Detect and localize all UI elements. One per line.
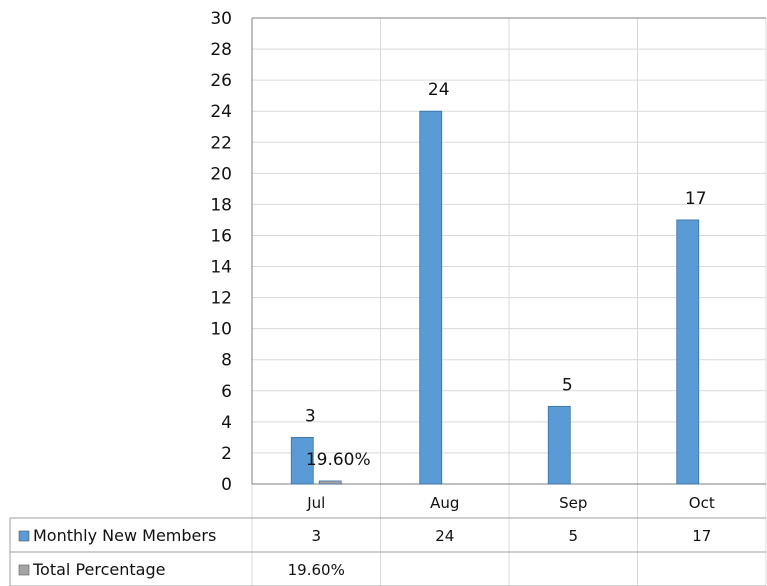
- y-tick-label: 0: [221, 475, 232, 495]
- legend-series-name: Monthly New Members: [33, 526, 216, 545]
- y-tick-label: 20: [210, 164, 232, 184]
- data-label: 24: [428, 80, 450, 100]
- x-tick-label: Jul: [306, 494, 325, 512]
- y-tick-label: 6: [221, 382, 232, 402]
- y-tick-label: 24: [210, 102, 232, 122]
- y-tick-label: 22: [210, 133, 232, 153]
- bars: [290, 110, 700, 485]
- y-tick-label: 16: [210, 226, 232, 246]
- y-tick-label: 30: [210, 9, 232, 29]
- y-tick-label: 2: [221, 444, 232, 464]
- table-cell: 19.60%: [288, 561, 345, 579]
- bar-oct-series-0: [676, 219, 700, 485]
- data-table: Jul Aug Sep Oct Monthly New Members 3 24 5 17 Tot…: [9, 494, 766, 586]
- x-tick-label: Oct: [689, 494, 715, 512]
- table-cell: 24: [435, 527, 454, 545]
- y-tick-label: 28: [210, 40, 232, 60]
- y-tick-label: 12: [210, 289, 232, 309]
- y-tick-label: 26: [210, 71, 232, 91]
- bar-jul-series-0: [290, 436, 314, 485]
- y-tick-label: 10: [210, 320, 232, 340]
- x-tick-label: Sep: [559, 494, 587, 512]
- bar-sep-series-0: [547, 405, 571, 485]
- bar-aug-series-0: [419, 110, 443, 485]
- y-tick-label: 8: [221, 351, 232, 371]
- table-cell: 5: [568, 527, 578, 545]
- bar-jul-series-1: [318, 480, 342, 485]
- legend-swatch: [18, 564, 30, 576]
- data-label: 3: [305, 406, 316, 426]
- legend-swatch: [18, 530, 30, 542]
- y-tick-label: 4: [221, 413, 232, 433]
- table-cell: 17: [692, 527, 711, 545]
- gridlines: [251, 17, 767, 586]
- y-tick-label: 18: [210, 195, 232, 215]
- data-label: 17: [685, 189, 707, 209]
- y-tick-label: 14: [210, 258, 232, 278]
- data-label: 19.60%: [306, 450, 371, 470]
- table-cell: 3: [311, 527, 321, 545]
- data-labels: 3 24 5 17 19.60%: [305, 80, 707, 470]
- data-label: 5: [562, 375, 573, 395]
- legend-series-name: Total Percentage: [32, 560, 165, 579]
- x-tick-label: Aug: [430, 494, 459, 512]
